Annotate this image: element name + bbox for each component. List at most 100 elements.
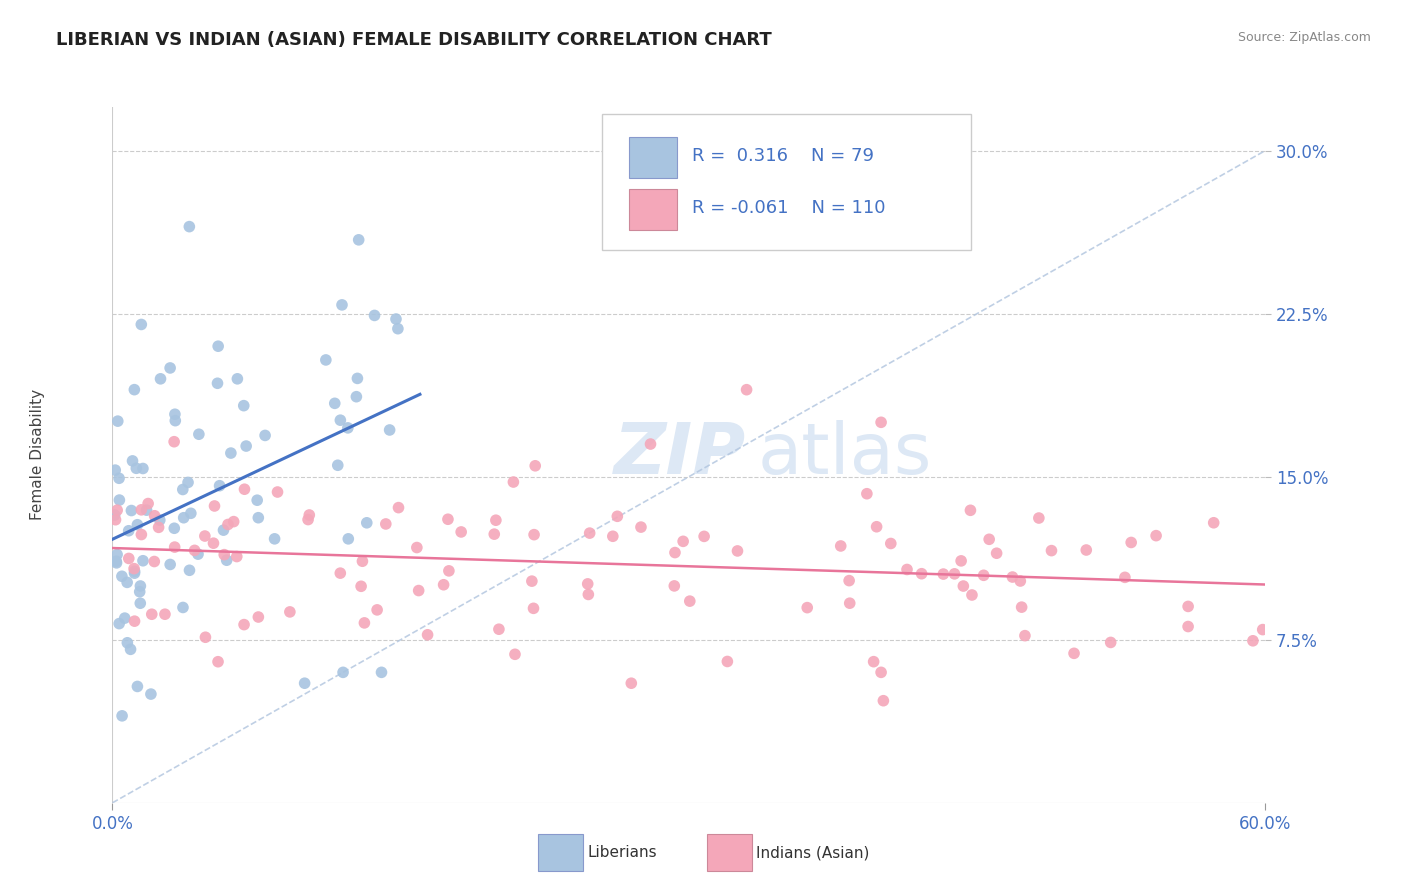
Point [350, 579, 373, 593]
Text: atlas: atlas [758, 420, 932, 490]
Point [484, 527, 506, 541]
Point [105, 548, 128, 562]
Point [1010, 574, 1032, 588]
Point [226, 372, 249, 386]
Point [838, 574, 860, 588]
Point [502, 475, 524, 489]
Point [294, 676, 316, 690]
FancyBboxPatch shape [602, 114, 972, 250]
Point [979, 533, 1001, 547]
Text: R = -0.061    N = 110: R = -0.061 N = 110 [692, 199, 886, 217]
Text: Indians (Asian): Indians (Asian) [756, 846, 870, 860]
Point [520, 574, 543, 589]
Point [233, 617, 256, 632]
Point [838, 596, 860, 610]
Point [121, 454, 143, 468]
Point [163, 540, 186, 554]
Point [149, 513, 172, 527]
Point [862, 655, 884, 669]
Point [120, 642, 142, 657]
Point [387, 500, 409, 515]
Point [215, 553, 238, 567]
Point [233, 482, 256, 496]
Point [104, 463, 127, 477]
Point [1121, 535, 1143, 549]
Point [247, 510, 270, 524]
Point [385, 312, 408, 326]
Point [872, 694, 894, 708]
FancyBboxPatch shape [628, 137, 678, 178]
Point [488, 622, 510, 636]
Point [503, 648, 526, 662]
Point [129, 579, 152, 593]
Point [108, 493, 131, 508]
Point [1011, 600, 1033, 615]
Point [217, 517, 239, 532]
Point [524, 458, 547, 473]
Point [378, 423, 401, 437]
Point [127, 680, 149, 694]
Point [959, 503, 981, 517]
Point [153, 607, 176, 622]
Point [356, 516, 378, 530]
Point [225, 549, 247, 564]
Point [115, 575, 138, 590]
Point [1251, 623, 1274, 637]
Point [387, 321, 409, 335]
Point [433, 578, 456, 592]
Point [450, 524, 472, 539]
Point [212, 523, 235, 537]
Point [323, 396, 346, 410]
Point [330, 298, 353, 312]
Point [165, 414, 187, 428]
Point [950, 554, 973, 568]
Point [173, 510, 195, 524]
Point [405, 541, 427, 555]
Point [1144, 528, 1167, 542]
Point [297, 512, 319, 526]
Point [620, 676, 643, 690]
Point [1076, 543, 1098, 558]
Text: R =  0.316    N = 79: R = 0.316 N = 79 [692, 147, 875, 165]
Point [353, 615, 375, 630]
Point [124, 383, 146, 397]
Point [366, 603, 388, 617]
Point [298, 508, 321, 522]
Point [117, 636, 139, 650]
Point [108, 616, 131, 631]
Point [194, 529, 217, 543]
Point [1114, 570, 1136, 584]
Point [602, 529, 624, 543]
Point [693, 529, 716, 543]
Point [870, 665, 893, 680]
Point [437, 564, 460, 578]
Point [1028, 511, 1050, 525]
Point [131, 527, 153, 541]
Point [578, 526, 600, 541]
Point [943, 566, 966, 581]
Point [856, 486, 879, 500]
Point [163, 521, 186, 535]
Point [865, 520, 887, 534]
Point [246, 493, 269, 508]
Point [183, 543, 205, 558]
Point [664, 579, 686, 593]
Point [135, 503, 157, 517]
Point [163, 407, 186, 421]
Point [120, 503, 142, 517]
Point [716, 655, 738, 669]
Point [105, 556, 128, 570]
Point [880, 536, 903, 550]
Point [118, 524, 141, 538]
Point [131, 503, 153, 517]
Point [219, 446, 242, 460]
Point [128, 584, 150, 599]
Point [522, 601, 544, 615]
Point [315, 353, 337, 368]
Point [344, 390, 367, 404]
Point [986, 546, 1008, 560]
Point [105, 503, 128, 517]
Point [149, 372, 172, 386]
Point [202, 536, 225, 550]
Point [1040, 543, 1063, 558]
